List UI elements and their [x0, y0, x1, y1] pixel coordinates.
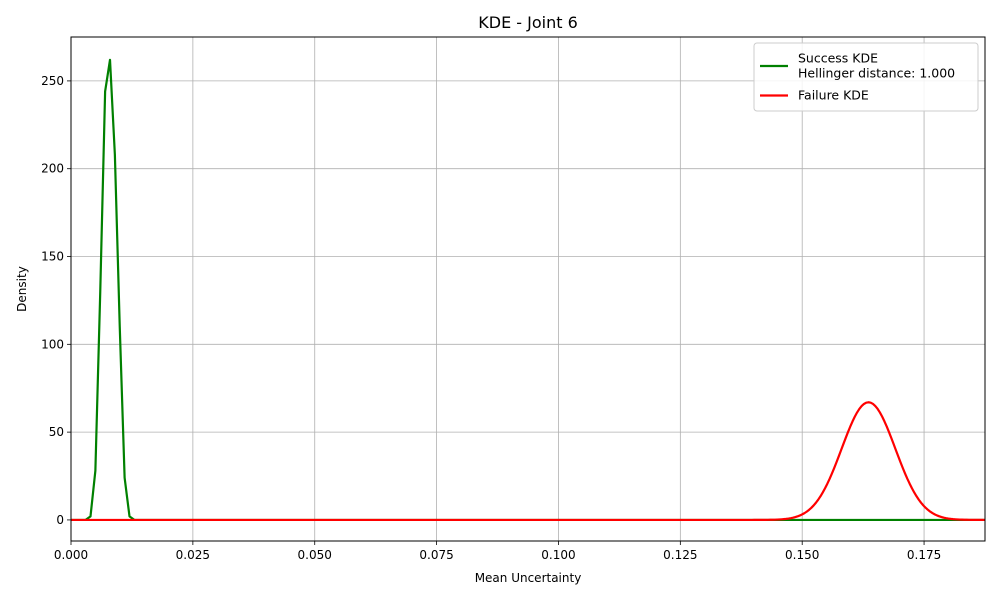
y-tick-label: 150 [41, 250, 64, 264]
legend-label: Success KDE [798, 51, 878, 66]
legend-label: Failure KDE [798, 88, 869, 103]
x-tick-label: 0.000 [54, 548, 88, 562]
x-tick-label: 0.150 [785, 548, 819, 562]
x-axis-title: Mean Uncertainty [475, 571, 582, 585]
failure-kde-line [71, 401, 986, 522]
y-tick-label: 0 [56, 513, 64, 527]
y-tick-label: 250 [41, 74, 64, 88]
y-axis-title: Density [15, 266, 29, 312]
axis-ticks: 0.000 0.025 0.050 0.075 0.100 0.125 0.150 0.175… [41, 74, 941, 562]
x-tick-label: 0.075 [419, 548, 453, 562]
series-lines [71, 58, 986, 522]
plot-frame [70, 36, 986, 542]
x-tick-label: 0.125 [663, 548, 697, 562]
y-tick-label: 50 [49, 425, 64, 439]
legend-box [753, 42, 979, 112]
legend-label: Hellinger distance: 1.000 [798, 66, 955, 81]
y-tick-label: 200 [41, 162, 64, 176]
x-tick-label: 0.175 [907, 548, 941, 562]
grid [70, 37, 985, 541]
x-tick-label: 0.100 [541, 548, 575, 562]
x-tick-label: 0.025 [176, 548, 210, 562]
y-tick-label: 100 [41, 337, 64, 351]
success-kde-line [71, 58, 985, 522]
chart-title: KDE - Joint 6 [478, 13, 578, 32]
x-tick-label: 0.050 [298, 548, 332, 562]
